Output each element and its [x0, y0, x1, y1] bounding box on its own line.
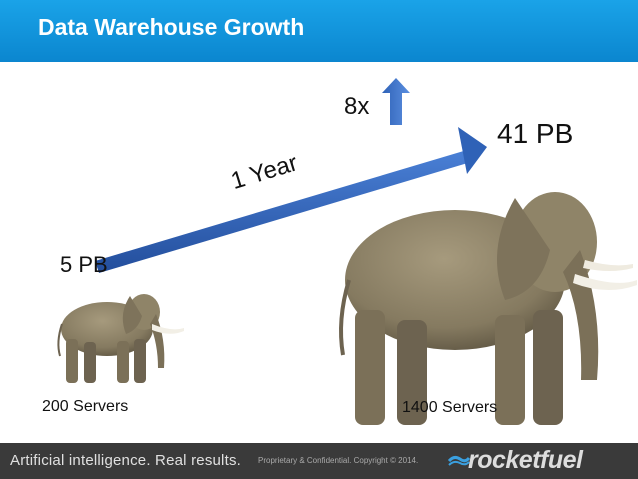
start-servers-label: 200 Servers	[42, 398, 129, 415]
end-servers-label: 1400 Servers	[402, 399, 498, 416]
growth-arrow-icon	[95, 127, 487, 273]
footer-tagline: Artificial intelligence. Real results.	[10, 452, 242, 469]
brand-logo: rocketfuel	[468, 446, 583, 474]
page-title: Data Warehouse Growth	[38, 14, 305, 40]
rocketfuel-logo-icon	[448, 455, 470, 466]
elephant-small	[57, 294, 184, 383]
growth-multiplier: 8x	[344, 93, 370, 120]
elephant-large	[339, 192, 637, 425]
end-size-label: 41 PB	[497, 118, 574, 149]
growth-graphic	[57, 78, 637, 425]
footer-bar: Artificial intelligence. Real results. P…	[0, 443, 638, 479]
header-bar: Data Warehouse Growth	[0, 0, 638, 62]
up-arrow-icon	[382, 78, 410, 125]
start-size-label: 5 PB	[60, 252, 108, 277]
footer-legal: Proprietary & Confidential. Copyright © …	[258, 456, 419, 465]
